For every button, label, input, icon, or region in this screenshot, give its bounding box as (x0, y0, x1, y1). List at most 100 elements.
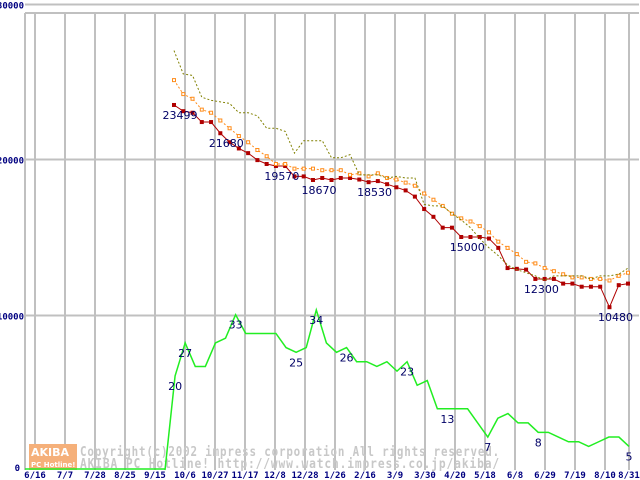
marker-price (477, 235, 482, 239)
y-tick-label: 30000 (0, 2, 24, 12)
price-label: 18530 (357, 186, 392, 199)
y-tick-label: 10000 (0, 313, 24, 323)
x-tick-label: 7/19 (564, 471, 586, 480)
shops-label: 23 (400, 366, 414, 379)
x-tick-label: 11/17 (231, 471, 258, 480)
shops-label: 27 (178, 347, 192, 360)
price-label: 15000 (450, 241, 485, 254)
marker-price (375, 179, 380, 184)
shops-label: 7 (484, 441, 491, 454)
marker-average (514, 252, 519, 257)
shops-label: 33 (229, 319, 243, 332)
marker-price (403, 188, 408, 193)
marker-price (329, 177, 334, 182)
x-tick-label: 1/26 (324, 471, 346, 480)
marker-average (551, 269, 556, 274)
marker-average (422, 191, 427, 196)
marker-price (273, 164, 278, 169)
price-label: 23499 (163, 109, 198, 122)
marker-average (477, 224, 482, 229)
marker-average (412, 183, 417, 188)
marker-price (487, 236, 492, 241)
shops-label: 20 (168, 380, 182, 393)
marker-price (348, 175, 353, 180)
x-tick-label: 7/28 (84, 471, 106, 480)
marker-average (329, 168, 334, 173)
marker-average (626, 270, 630, 275)
marker-price (496, 245, 501, 250)
marker-price (449, 225, 454, 230)
x-tick-label: 6/16 (24, 471, 46, 480)
marker-average (310, 166, 315, 171)
y-tick-label: 0 (15, 464, 20, 474)
marker-average (246, 140, 251, 145)
series-line-price (173, 104, 629, 309)
marker-price (190, 110, 195, 115)
marker-average (394, 177, 399, 182)
marker-price (320, 175, 325, 180)
marker-average (496, 239, 501, 244)
marker-price (264, 161, 269, 166)
x-tick-label: 3/9 (387, 471, 403, 480)
logo-pc-hotline: PC Hotline! (31, 461, 75, 469)
marker-average (209, 110, 214, 115)
marker-average (348, 172, 353, 177)
price-label: 18670 (301, 184, 336, 197)
marker-price (236, 146, 241, 151)
marker-price (607, 305, 612, 310)
marker-price (570, 281, 575, 286)
marker-price (598, 284, 603, 289)
marker-price (385, 182, 390, 187)
marker-price (199, 120, 204, 125)
watermark: AKIBA PC Hotline! Copyright(c)2002 impre… (29, 444, 499, 472)
marker-average (607, 278, 612, 283)
marker-average (190, 96, 195, 101)
marker-price (218, 131, 223, 136)
marker-price (440, 225, 445, 230)
marker-average (468, 219, 473, 224)
x-tick-label: 7/7 (57, 471, 73, 480)
marker-average (218, 118, 223, 123)
marker-price (561, 281, 566, 286)
marker-price (542, 276, 547, 281)
marker-average (283, 161, 288, 166)
marker-average (505, 245, 510, 250)
shops-label: 5 (626, 450, 633, 463)
marker-average (542, 266, 547, 271)
shops-label: 25 (289, 356, 303, 369)
marker-price (626, 281, 630, 286)
series-line-high (173, 50, 629, 282)
marker-average (616, 273, 621, 278)
marker-price (394, 185, 399, 190)
marker-average (181, 92, 186, 97)
x-tick-label: 9/15 (144, 471, 166, 480)
marker-price (366, 180, 371, 185)
marker-average (533, 261, 538, 266)
marker-price (310, 177, 315, 182)
y-tick-label: 20000 (0, 157, 24, 167)
marker-average (561, 272, 566, 277)
marker-price (338, 175, 343, 180)
marker-price (227, 140, 232, 145)
x-tick-label: 8/25 (114, 471, 136, 480)
marker-price (301, 174, 306, 179)
x-tick-label: 4/20 (444, 471, 466, 480)
marker-price (292, 174, 297, 179)
marker-average (255, 148, 260, 153)
price-label: 19570 (264, 170, 299, 183)
x-tick-label: 3/30 (414, 471, 436, 480)
marker-price (246, 151, 251, 156)
marker-average (431, 197, 436, 202)
marker-average (236, 134, 241, 139)
marker-price (255, 158, 260, 163)
marker-average (292, 166, 297, 171)
marker-average (487, 230, 492, 235)
marker-price (412, 194, 417, 199)
marker-average (172, 78, 176, 83)
marker-average (338, 168, 343, 173)
marker-average (524, 259, 529, 264)
marker-average (301, 166, 306, 171)
x-tick-label: 6/8 (507, 471, 523, 480)
x-tick-label: 2/16 (354, 471, 376, 480)
